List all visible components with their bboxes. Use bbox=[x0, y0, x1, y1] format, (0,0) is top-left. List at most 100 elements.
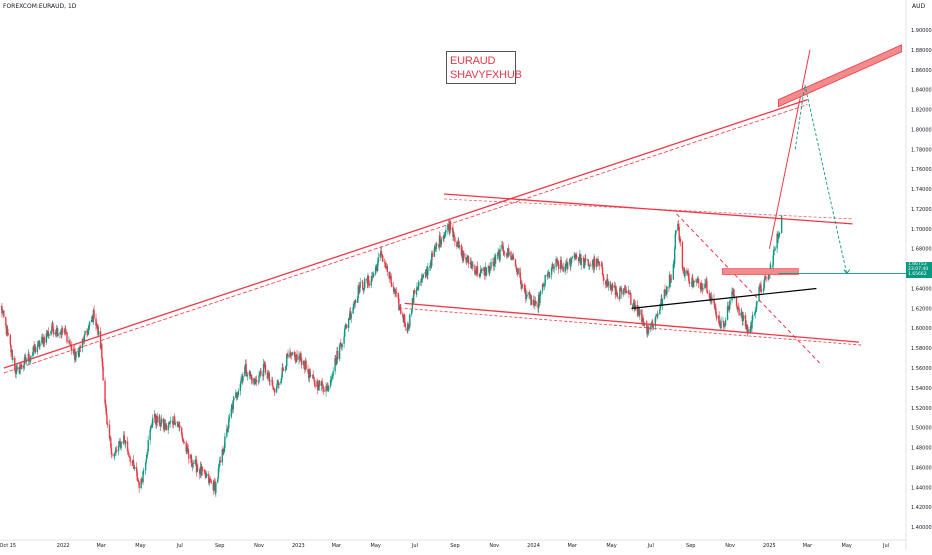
candle-body bbox=[729, 300, 731, 306]
candle-body bbox=[776, 233, 778, 249]
candle-body bbox=[242, 376, 244, 382]
candle-body bbox=[675, 230, 677, 234]
candle-body bbox=[447, 224, 450, 227]
candle-body bbox=[150, 426, 152, 430]
candle-body bbox=[502, 246, 504, 252]
candle-body bbox=[136, 472, 138, 481]
candle-body bbox=[587, 260, 590, 266]
candle-body bbox=[564, 266, 566, 272]
candle-body bbox=[728, 305, 731, 311]
candle-body bbox=[269, 380, 271, 382]
candle-body bbox=[222, 449, 224, 455]
candle-body bbox=[68, 340, 71, 344]
candle-body bbox=[88, 326, 90, 329]
y-tick-label: 1.82000 bbox=[911, 108, 932, 114]
candle-body bbox=[663, 289, 666, 299]
candle-body bbox=[466, 256, 468, 262]
candle-body bbox=[223, 447, 225, 453]
candle-body bbox=[70, 344, 73, 351]
candle-body bbox=[226, 428, 228, 437]
candle-body bbox=[63, 332, 66, 333]
candle-body bbox=[65, 328, 67, 332]
candle-body bbox=[25, 357, 27, 362]
candle-body bbox=[370, 280, 372, 286]
candle-body bbox=[427, 267, 429, 276]
candle-body bbox=[215, 482, 217, 493]
candle-body bbox=[28, 353, 30, 361]
candle-body bbox=[237, 390, 240, 395]
candle-body bbox=[97, 325, 99, 335]
candle-body bbox=[284, 369, 287, 371]
candle-body bbox=[576, 255, 578, 258]
candle-body bbox=[344, 324, 347, 329]
candle-body bbox=[318, 380, 321, 387]
candle-body bbox=[557, 264, 560, 269]
candle-body bbox=[762, 288, 765, 292]
candle-body bbox=[471, 263, 474, 266]
candle-body bbox=[607, 281, 609, 286]
candle-body bbox=[693, 280, 695, 283]
candle-body bbox=[169, 421, 171, 425]
candle-body bbox=[722, 321, 725, 327]
candle-body bbox=[314, 384, 316, 387]
candle-body bbox=[720, 321, 722, 328]
candle-body bbox=[687, 271, 689, 274]
candle-body bbox=[291, 354, 293, 356]
candle-body bbox=[444, 232, 446, 235]
candle-body bbox=[764, 276, 766, 280]
candle-body bbox=[737, 307, 740, 309]
candle-body bbox=[114, 451, 117, 454]
y-tick-label: 1.68000 bbox=[911, 247, 932, 253]
candle-body bbox=[126, 441, 129, 452]
candle-body bbox=[286, 354, 288, 367]
candle-body bbox=[612, 285, 614, 288]
candle-body bbox=[106, 424, 109, 425]
candle-body bbox=[591, 264, 593, 266]
candle-body bbox=[470, 263, 473, 269]
candle-body bbox=[519, 268, 521, 278]
candle-body bbox=[774, 248, 776, 250]
candle-body bbox=[156, 415, 158, 423]
candle-body bbox=[255, 379, 258, 383]
candle-body bbox=[102, 366, 104, 381]
candle-body bbox=[246, 374, 249, 377]
candle-body bbox=[447, 224, 449, 230]
descending-support-line bbox=[404, 302, 860, 343]
candle-body bbox=[463, 252, 465, 258]
candle-body bbox=[398, 298, 400, 311]
candle-body bbox=[104, 403, 107, 408]
candle-body bbox=[548, 274, 551, 278]
candle-body bbox=[372, 275, 374, 278]
candle-body bbox=[692, 282, 695, 287]
candle-body bbox=[362, 282, 364, 290]
candle-body bbox=[535, 301, 537, 304]
candle-body bbox=[654, 317, 657, 327]
candle-body bbox=[9, 335, 12, 345]
candle-body bbox=[10, 344, 12, 353]
candle-body bbox=[580, 258, 582, 265]
candle-body bbox=[87, 328, 89, 335]
candle-body bbox=[291, 352, 294, 355]
candle-body bbox=[32, 352, 34, 356]
candle-body bbox=[268, 372, 271, 381]
candle-body bbox=[128, 452, 130, 457]
y-tick-label: 1.76000 bbox=[911, 167, 932, 173]
candle-body bbox=[589, 264, 591, 266]
candle-body bbox=[106, 414, 108, 425]
candle-body bbox=[273, 388, 276, 393]
candle-body bbox=[232, 399, 234, 410]
candle-body bbox=[124, 441, 127, 444]
candle-body bbox=[271, 380, 274, 386]
candle-body bbox=[652, 326, 655, 328]
candle-body bbox=[543, 284, 546, 287]
candle-body bbox=[69, 343, 71, 345]
candle-body bbox=[267, 374, 269, 379]
candle-body bbox=[309, 369, 311, 377]
x-tick-label: Jul bbox=[411, 543, 418, 549]
watermark-pair: EURAUD bbox=[450, 55, 496, 67]
candle-body bbox=[771, 264, 774, 266]
candle-body bbox=[433, 248, 436, 257]
candle-body bbox=[65, 331, 68, 333]
